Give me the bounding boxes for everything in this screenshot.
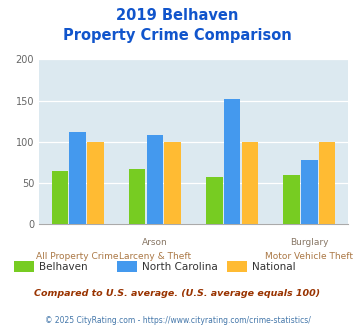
Bar [241, 142, 258, 224]
Bar [224, 99, 240, 224]
Text: Property Crime Comparison: Property Crime Comparison [63, 28, 292, 43]
Text: Larceny & Theft: Larceny & Theft [119, 252, 191, 261]
Bar [87, 142, 104, 224]
Text: Arson: Arson [142, 238, 168, 247]
Bar [164, 142, 181, 224]
Text: All Property Crime: All Property Crime [37, 252, 119, 261]
Bar [319, 142, 335, 224]
Text: © 2025 CityRating.com - https://www.cityrating.com/crime-statistics/: © 2025 CityRating.com - https://www.city… [45, 315, 310, 325]
Bar [301, 160, 318, 224]
Text: National: National [252, 262, 296, 272]
Text: Burglary: Burglary [290, 238, 328, 247]
Bar [51, 171, 68, 224]
Bar [206, 177, 223, 224]
Bar [283, 175, 300, 224]
Text: Belhaven: Belhaven [39, 262, 88, 272]
Bar [69, 132, 86, 224]
Text: Motor Vehicle Theft: Motor Vehicle Theft [265, 252, 353, 261]
Bar [147, 135, 163, 224]
Text: North Carolina: North Carolina [142, 262, 218, 272]
Text: 2019 Belhaven: 2019 Belhaven [116, 8, 239, 23]
Text: Compared to U.S. average. (U.S. average equals 100): Compared to U.S. average. (U.S. average … [34, 289, 321, 298]
Bar [129, 169, 146, 224]
